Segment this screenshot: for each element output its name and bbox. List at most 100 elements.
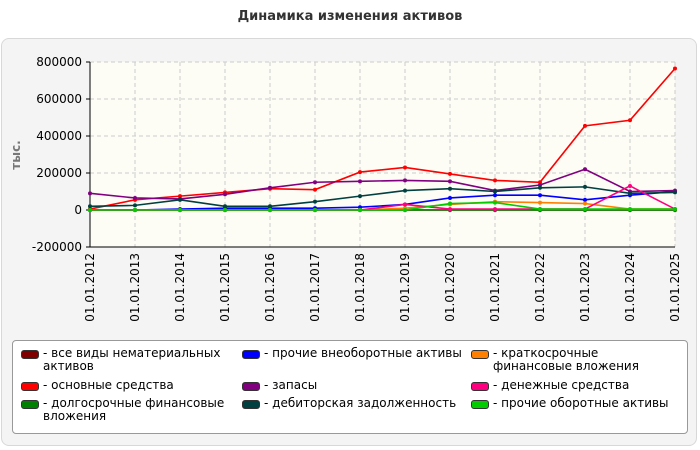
point bbox=[583, 207, 587, 212]
x-tick-label: 01.01.2019 bbox=[398, 253, 412, 322]
point bbox=[313, 187, 317, 192]
legend-label: денежные средства bbox=[493, 378, 629, 392]
point bbox=[268, 204, 272, 209]
legend-swatch bbox=[21, 350, 39, 359]
point bbox=[448, 201, 452, 206]
point bbox=[493, 178, 497, 183]
point bbox=[88, 191, 92, 196]
series-line bbox=[89, 186, 676, 208]
legend-swatch bbox=[471, 350, 489, 359]
chart-title: Динамика изменения активов bbox=[238, 9, 463, 24]
legend-item: прочие оборотные активы bbox=[471, 397, 671, 427]
point bbox=[358, 205, 362, 210]
legend-item: все виды нематериальных активов bbox=[21, 347, 242, 377]
legend-swatch bbox=[242, 381, 260, 391]
point bbox=[133, 203, 137, 208]
point bbox=[538, 183, 542, 188]
point bbox=[268, 185, 272, 190]
legend-label: краткосрочные финансовые вложения bbox=[493, 347, 671, 373]
point bbox=[223, 192, 227, 197]
x-tick-label: 01.01.2016 bbox=[263, 253, 277, 322]
y-tick-label: 200000 bbox=[36, 166, 82, 180]
point bbox=[223, 204, 227, 209]
x-tick-label: 01.01.2018 bbox=[353, 253, 367, 322]
x-tick-label: 01.01.2020 bbox=[443, 253, 457, 322]
legend-swatch bbox=[242, 350, 260, 359]
legend-swatch bbox=[471, 400, 489, 410]
point bbox=[88, 208, 92, 212]
legend-item: краткосрочные финансовые вложения bbox=[471, 347, 671, 377]
point bbox=[493, 200, 497, 205]
point bbox=[178, 194, 182, 199]
legend-label: запасы bbox=[264, 378, 317, 392]
legend-item: долгосрочные финансовые вложения bbox=[21, 397, 242, 427]
point bbox=[403, 178, 407, 183]
legend-label: основные средства bbox=[43, 378, 174, 392]
point bbox=[493, 193, 497, 198]
legend-item: запасы bbox=[242, 378, 471, 396]
y-tick-label: -200000 bbox=[32, 240, 82, 254]
legend-label: все виды нематериальных активов bbox=[43, 347, 242, 373]
point bbox=[403, 165, 407, 170]
point bbox=[88, 204, 92, 209]
point bbox=[133, 208, 137, 212]
point bbox=[448, 186, 452, 191]
legend-label: дебиторская задолженность bbox=[264, 397, 456, 410]
x-tick-label: 01.01.2012 bbox=[83, 253, 97, 322]
point bbox=[583, 184, 587, 189]
x-tick-label: 01.01.2017 bbox=[308, 253, 322, 322]
legend-item: прочие внеоборотные активы bbox=[242, 347, 471, 377]
series-line bbox=[89, 168, 676, 200]
point bbox=[628, 183, 632, 188]
legend-swatch bbox=[242, 400, 260, 410]
chart: Динамика изменения активов тыс. -2000000… bbox=[9, 9, 682, 322]
point bbox=[673, 207, 677, 212]
legend-label: прочие внеоборотные активы bbox=[264, 347, 462, 360]
x-tick-label: 01.01.2013 bbox=[128, 253, 142, 322]
x-tick-label: 01.01.2024 bbox=[623, 253, 637, 322]
point bbox=[358, 170, 362, 175]
x-tick-label: 01.01.2025 bbox=[668, 253, 682, 322]
x-tick-label: 01.01.2021 bbox=[488, 253, 502, 322]
point bbox=[178, 197, 182, 202]
y-tick-label: 600000 bbox=[36, 92, 82, 106]
legend: все виды нематериальных активов основные … bbox=[12, 340, 688, 434]
point bbox=[673, 66, 677, 71]
point bbox=[268, 208, 272, 212]
point bbox=[448, 195, 452, 200]
x-tick-label: 01.01.2023 bbox=[578, 253, 592, 322]
point bbox=[628, 207, 632, 212]
legend-item: основные средства bbox=[21, 378, 242, 396]
point bbox=[133, 195, 137, 200]
point bbox=[628, 191, 632, 196]
point bbox=[673, 190, 677, 195]
legend-label: прочие оборотные активы bbox=[493, 397, 668, 410]
point bbox=[583, 197, 587, 202]
point bbox=[493, 207, 497, 212]
point bbox=[583, 201, 587, 206]
y-tick-label: 400000 bbox=[36, 129, 82, 143]
legend-label: долгосрочные финансовые вложения bbox=[43, 397, 242, 423]
legend-item: денежные средства bbox=[471, 378, 671, 396]
x-tick-label: 01.01.2015 bbox=[218, 253, 232, 322]
legend-item: дебиторская задолженность bbox=[242, 397, 471, 427]
point bbox=[583, 167, 587, 172]
point bbox=[178, 208, 182, 212]
point bbox=[403, 208, 407, 212]
point bbox=[313, 208, 317, 212]
point bbox=[313, 180, 317, 185]
y-tick-label: 0 bbox=[74, 203, 82, 217]
point bbox=[403, 188, 407, 193]
series-line bbox=[90, 190, 676, 211]
point bbox=[358, 194, 362, 199]
legend-swatch bbox=[471, 381, 489, 391]
point bbox=[313, 199, 317, 204]
point bbox=[538, 180, 542, 185]
point bbox=[538, 185, 542, 190]
legend-swatch bbox=[21, 381, 39, 391]
y-tick-label: 800000 bbox=[36, 55, 82, 69]
point bbox=[538, 207, 542, 212]
point bbox=[358, 179, 362, 184]
point bbox=[448, 179, 452, 184]
